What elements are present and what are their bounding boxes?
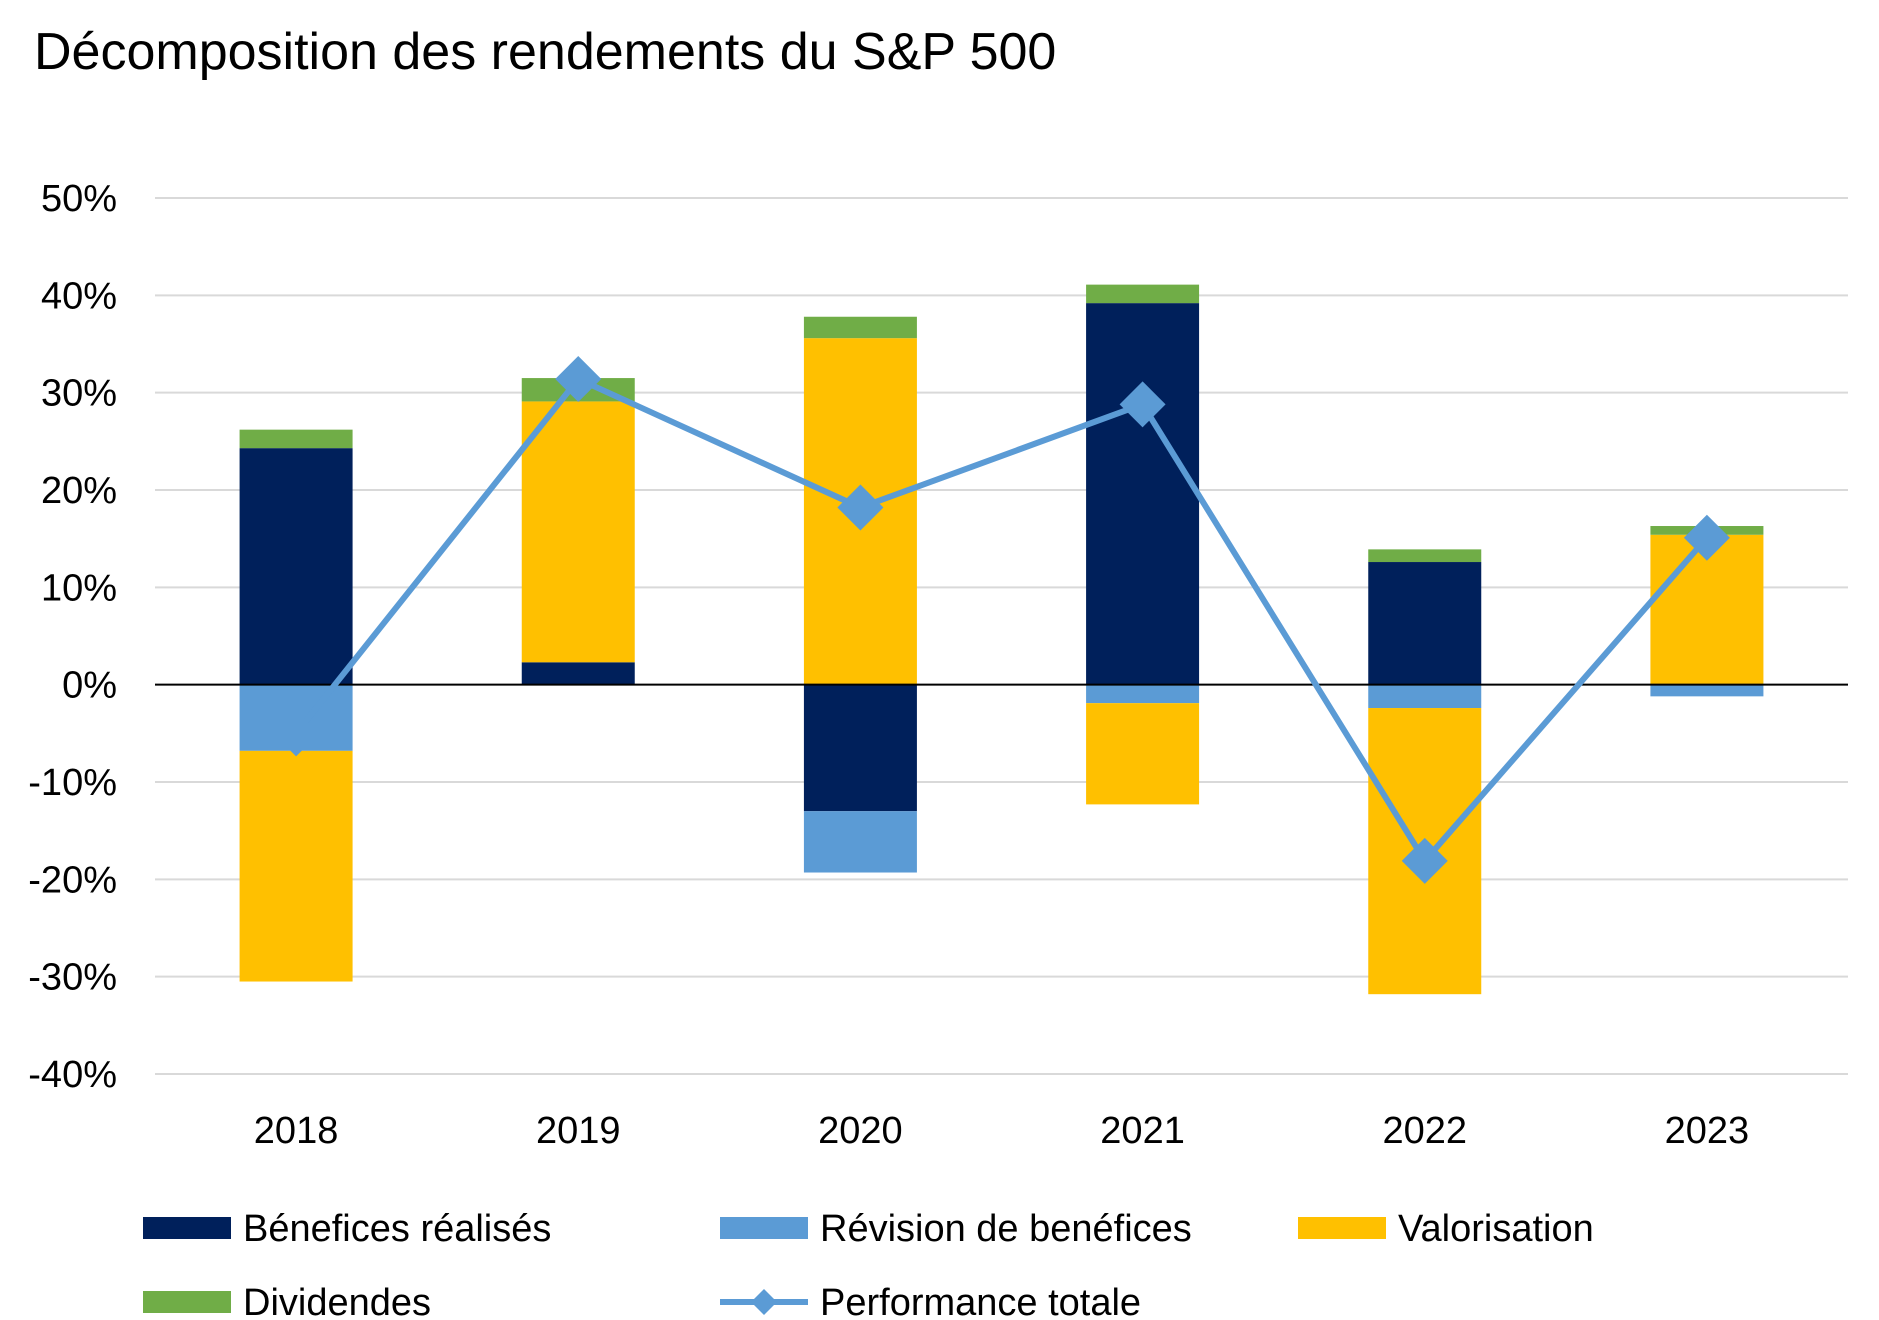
x-tick-label-2019: 2019	[536, 1110, 621, 1152]
y-tick-label: -40%	[28, 1054, 117, 1096]
y-tick-label: -30%	[28, 957, 117, 999]
legend-swatch	[720, 1217, 808, 1239]
performance-totale-point-2023	[1683, 514, 1730, 561]
legend-swatch	[143, 1291, 231, 1313]
x-tick-label-2018: 2018	[254, 1110, 339, 1152]
bar-dividendes-2018	[239, 429, 353, 449]
gridlines	[155, 197, 1848, 1075]
y-tick-label: 40%	[41, 275, 117, 317]
legend-swatch-marker	[751, 1289, 777, 1315]
bar-benefices-realises-2018	[239, 448, 353, 685]
x-tick-label-2021: 2021	[1100, 1110, 1185, 1152]
chart-title: Décomposition des rendements du S&P 500	[34, 23, 1057, 81]
bar-benefices-realises-2020	[803, 684, 917, 812]
x-tick-label-2020: 2020	[818, 1110, 903, 1152]
y-tick-label: 30%	[41, 373, 117, 415]
bar-dividendes-2021	[1086, 284, 1200, 304]
performance-totale-point-2022	[1401, 837, 1448, 884]
legend-swatch	[143, 1217, 231, 1239]
y-tick-label: 50%	[41, 178, 117, 220]
y-tick-label: 20%	[41, 470, 117, 512]
bar-dividendes-2022	[1368, 549, 1482, 563]
y-tick-label: -20%	[28, 859, 117, 901]
bar-valorisation-2021	[1086, 703, 1200, 805]
legend-item-dividendes: Dividendes	[143, 1282, 431, 1320]
bar-dividendes-2020	[803, 316, 917, 339]
performance-totale-point-2021	[1119, 381, 1166, 428]
y-tick-label: 0%	[62, 665, 117, 707]
performance-totale-point-2020	[837, 484, 884, 531]
performance-totale-line	[293, 376, 1710, 864]
legend-label: Performance totale	[820, 1282, 1141, 1320]
legend-label: Valorisation	[1398, 1208, 1594, 1250]
bar-revision-de-benefices-2020	[803, 811, 917, 873]
bar-benefices-realises-2021	[1086, 303, 1200, 685]
performance-line	[273, 356, 1730, 884]
y-tick-label: 10%	[41, 567, 117, 609]
legend-label: Révision de benéfices	[820, 1208, 1192, 1250]
legend-item-benefices-realises: Bénefices réalisés	[143, 1208, 551, 1250]
legend-swatch	[1298, 1217, 1386, 1239]
y-tick-label: -10%	[28, 762, 117, 804]
x-tick-label-2022: 2022	[1382, 1110, 1467, 1152]
bar-valorisation-2018	[239, 750, 353, 982]
legend-item-performance-totale: Performance totale	[720, 1282, 1141, 1320]
bar-revision-de-benefices-2023	[1650, 684, 1764, 697]
bars	[239, 284, 1764, 995]
x-tick-label-2023: 2023	[1665, 1110, 1750, 1152]
legend-item-revision-de-benefices: Révision de benéfices	[720, 1208, 1192, 1250]
bar-revision-de-benefices-2021	[1086, 684, 1200, 704]
bar-benefices-realises-2022	[1368, 562, 1482, 685]
legend-item-valorisation: Valorisation	[1298, 1208, 1594, 1250]
legend-label: Bénefices réalisés	[243, 1208, 551, 1250]
legend: Bénefices réalisés Révision de benéfices V…	[143, 1208, 1594, 1320]
bar-valorisation-2019	[521, 401, 635, 663]
legend-label: Dividendes	[243, 1282, 431, 1320]
bar-revision-de-benefices-2022	[1368, 684, 1482, 709]
performance-totale-point-2019	[555, 356, 602, 403]
bar-benefices-realises-2019	[521, 662, 635, 685]
y-axis-tick-labels: 50% 40% 30% 20% 10% 0% -10% -20% -30% -40%	[28, 178, 117, 1096]
x-axis-tick-labels: 2018 2019 2020 2021 2022 2023	[254, 1110, 1749, 1152]
performance-totale-point-2018	[273, 710, 320, 757]
